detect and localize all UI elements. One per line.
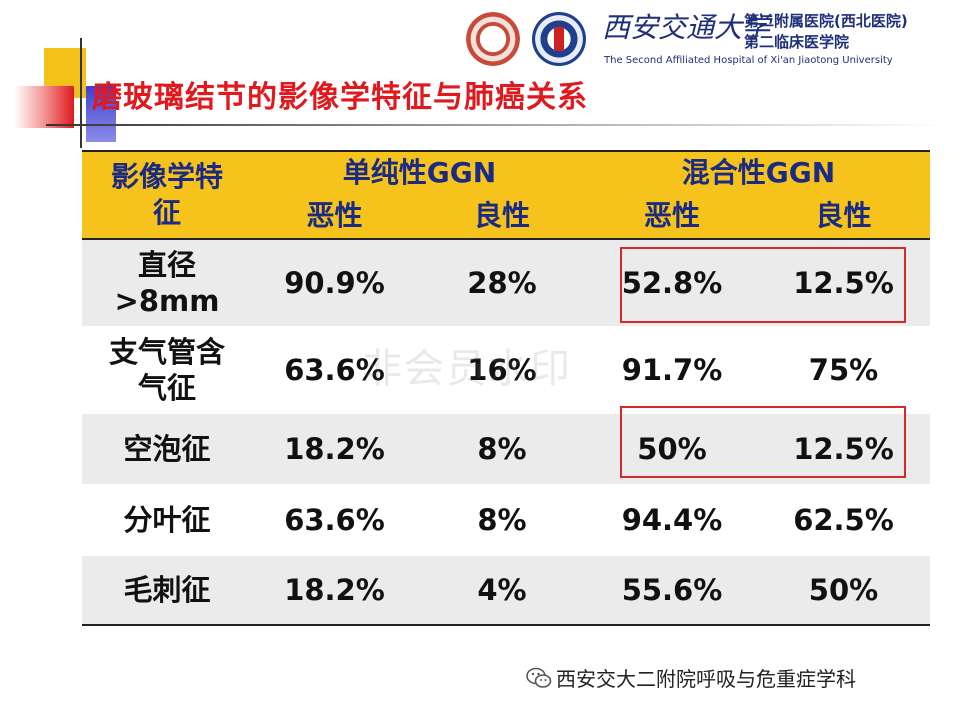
pure-malignant-cell: 18.2% <box>252 414 417 484</box>
table-row: 空泡征 18.2% 8% 50% 12.5% <box>82 414 930 484</box>
table-header-row-2: 恶性 良性 恶性 良性 <box>82 194 930 240</box>
mixed-malignant-cell: 52.8% <box>587 239 757 326</box>
highlight-box-diameter <box>620 247 906 323</box>
ggn-feature-table: 影像学特 征 单纯性GGN 混合性GGN 恶性 良性 恶性 良性 直径 >8mm… <box>82 150 930 626</box>
mixed-benign-cell: 50% <box>757 556 930 625</box>
feature-line2: >8mm <box>114 284 220 318</box>
feature-line2: 气征 <box>137 371 196 405</box>
mixed-benign-cell: 12.5% <box>757 414 930 484</box>
pure-benign-cell: 28% <box>417 239 587 326</box>
table-row: 支气管含 气征 63.6% 16% 91.7% 75% <box>82 326 930 414</box>
slide-title: 磨玻璃结节的影像学特征与肺癌关系 <box>92 80 588 115</box>
decor-vertical-line <box>80 38 82 148</box>
header-group-pure: 单纯性GGN <box>252 151 587 194</box>
feature-line1: 直径 <box>137 248 196 282</box>
mixed-benign-cell: 62.5% <box>757 484 930 556</box>
header-pure-benign: 良性 <box>417 194 587 240</box>
decor-red-block <box>14 86 74 128</box>
watermark: 非会员水印 <box>362 346 572 392</box>
header-feature-line2: 征 <box>152 196 181 229</box>
header-group-mixed: 混合性GGN <box>587 151 930 194</box>
hospital-name-line1: 第二附属医院(西北医院) <box>744 12 908 30</box>
pure-benign-cell: 4% <box>417 556 587 625</box>
header-feature: 影像学特 征 <box>82 151 252 240</box>
mixed-benign-cell: 12.5% <box>757 239 930 326</box>
pure-benign-cell: 16% <box>417 326 587 414</box>
feature-line1: 支气管含 <box>108 335 225 369</box>
table-row: 分叶征 63.6% 8% 94.4% 62.5% <box>82 484 930 556</box>
decor-horizontal-line <box>46 124 946 126</box>
highlight-box-vacuole <box>620 406 906 478</box>
hospital-name-line2: 第二临床医学院 <box>744 33 850 51</box>
pure-malignant-cell: 18.2% <box>252 556 417 625</box>
hospital-logo <box>532 12 586 66</box>
mixed-malignant-cell: 50% <box>587 414 757 484</box>
footer-source: 西安交大二附院呼吸与危重症学科 <box>556 667 856 691</box>
pure-benign-cell: 8% <box>417 484 587 556</box>
header-pure-malignant: 恶性 <box>252 194 417 240</box>
mixed-malignant-cell: 94.4% <box>587 484 757 556</box>
header-mixed-benign: 良性 <box>757 194 930 240</box>
pure-malignant-cell: 63.6% <box>252 484 417 556</box>
table-header-row-1: 影像学特 征 单纯性GGN 混合性GGN <box>82 151 930 240</box>
university-name: 西安交通大学 <box>602 11 771 44</box>
mixed-malignant-cell: 91.7% <box>587 326 757 414</box>
pure-malignant-cell: 63.6% <box>252 326 417 414</box>
pure-malignant-cell: 90.9% <box>252 239 417 326</box>
feature-cell: 毛刺征 <box>82 556 252 625</box>
feature-cell: 分叶征 <box>82 484 252 556</box>
wechat-icon <box>526 667 552 688</box>
table-row: 毛刺征 18.2% 4% 55.6% 50% <box>82 556 930 625</box>
mixed-benign-cell: 75% <box>757 326 930 414</box>
header-mixed-malignant: 恶性 <box>587 194 757 240</box>
header-feature-line1: 影像学特 <box>110 160 223 193</box>
feature-cell: 支气管含 气征 <box>82 326 252 414</box>
feature-cell: 空泡征 <box>82 414 252 484</box>
table-row: 直径 >8mm 90.9% 28% 52.8% 12.5% <box>82 239 930 326</box>
hospital-name-english: The Second Affiliated Hospital of Xi'an … <box>604 55 893 66</box>
university-seal-logo <box>466 12 520 66</box>
decor-blue-block <box>86 86 116 142</box>
feature-cell: 直径 >8mm <box>82 239 252 326</box>
mixed-malignant-cell: 55.6% <box>587 556 757 625</box>
pure-benign-cell: 8% <box>417 414 587 484</box>
